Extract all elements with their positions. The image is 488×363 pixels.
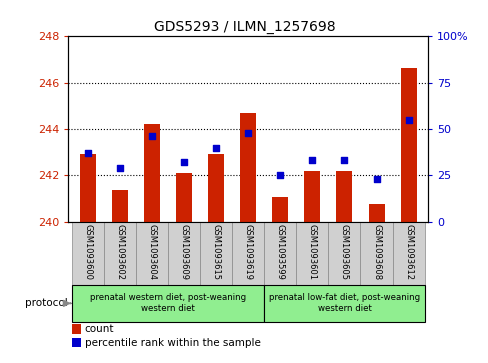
Text: GSM1093599: GSM1093599 <box>275 224 284 280</box>
Bar <box>328 222 360 285</box>
Text: GSM1093604: GSM1093604 <box>147 224 156 280</box>
Bar <box>200 222 232 285</box>
Text: GSM1093619: GSM1093619 <box>243 224 252 280</box>
Point <box>148 134 156 139</box>
Bar <box>264 285 424 322</box>
Bar <box>336 171 352 222</box>
Point <box>83 150 91 156</box>
Point <box>212 144 220 150</box>
Text: count: count <box>84 324 114 334</box>
Bar <box>304 171 320 222</box>
Bar <box>136 222 167 285</box>
Bar <box>72 338 81 347</box>
Bar <box>232 222 264 285</box>
Point <box>372 176 380 182</box>
Bar <box>72 324 81 334</box>
Text: GSM1093600: GSM1093600 <box>83 224 92 280</box>
Text: GSM1093602: GSM1093602 <box>115 224 124 280</box>
Point <box>404 117 412 123</box>
Bar <box>264 222 296 285</box>
Bar <box>167 222 200 285</box>
Bar <box>72 222 103 285</box>
Bar <box>103 222 136 285</box>
Bar <box>207 155 224 222</box>
Bar <box>392 222 424 285</box>
Text: GSM1093601: GSM1093601 <box>307 224 316 280</box>
Text: prenatal low-fat diet, post-weaning
western diet: prenatal low-fat diet, post-weaning west… <box>268 293 419 313</box>
Bar <box>360 222 392 285</box>
Bar <box>400 68 416 222</box>
Point <box>340 158 347 163</box>
Text: GDS5293 / ILMN_1257698: GDS5293 / ILMN_1257698 <box>153 20 335 34</box>
Text: GSM1093605: GSM1093605 <box>339 224 348 280</box>
Bar <box>296 222 328 285</box>
Bar <box>143 125 160 222</box>
Bar <box>112 190 127 222</box>
Point <box>244 130 252 136</box>
Text: GSM1093612: GSM1093612 <box>403 224 412 280</box>
Bar <box>80 155 96 222</box>
Text: protocol: protocol <box>25 298 68 308</box>
Text: percentile rank within the sample: percentile rank within the sample <box>84 338 260 348</box>
Text: prenatal western diet, post-weaning
western diet: prenatal western diet, post-weaning west… <box>90 293 245 313</box>
Bar <box>240 113 256 222</box>
Bar <box>72 285 264 322</box>
Point <box>276 172 284 178</box>
Point <box>116 165 123 171</box>
Text: GSM1093608: GSM1093608 <box>371 224 380 280</box>
Bar <box>272 197 288 222</box>
Point <box>308 158 316 163</box>
Text: GSM1093609: GSM1093609 <box>179 224 188 280</box>
Point <box>180 159 187 165</box>
Bar <box>176 173 192 222</box>
Text: GSM1093615: GSM1093615 <box>211 224 220 280</box>
Bar <box>368 204 384 222</box>
